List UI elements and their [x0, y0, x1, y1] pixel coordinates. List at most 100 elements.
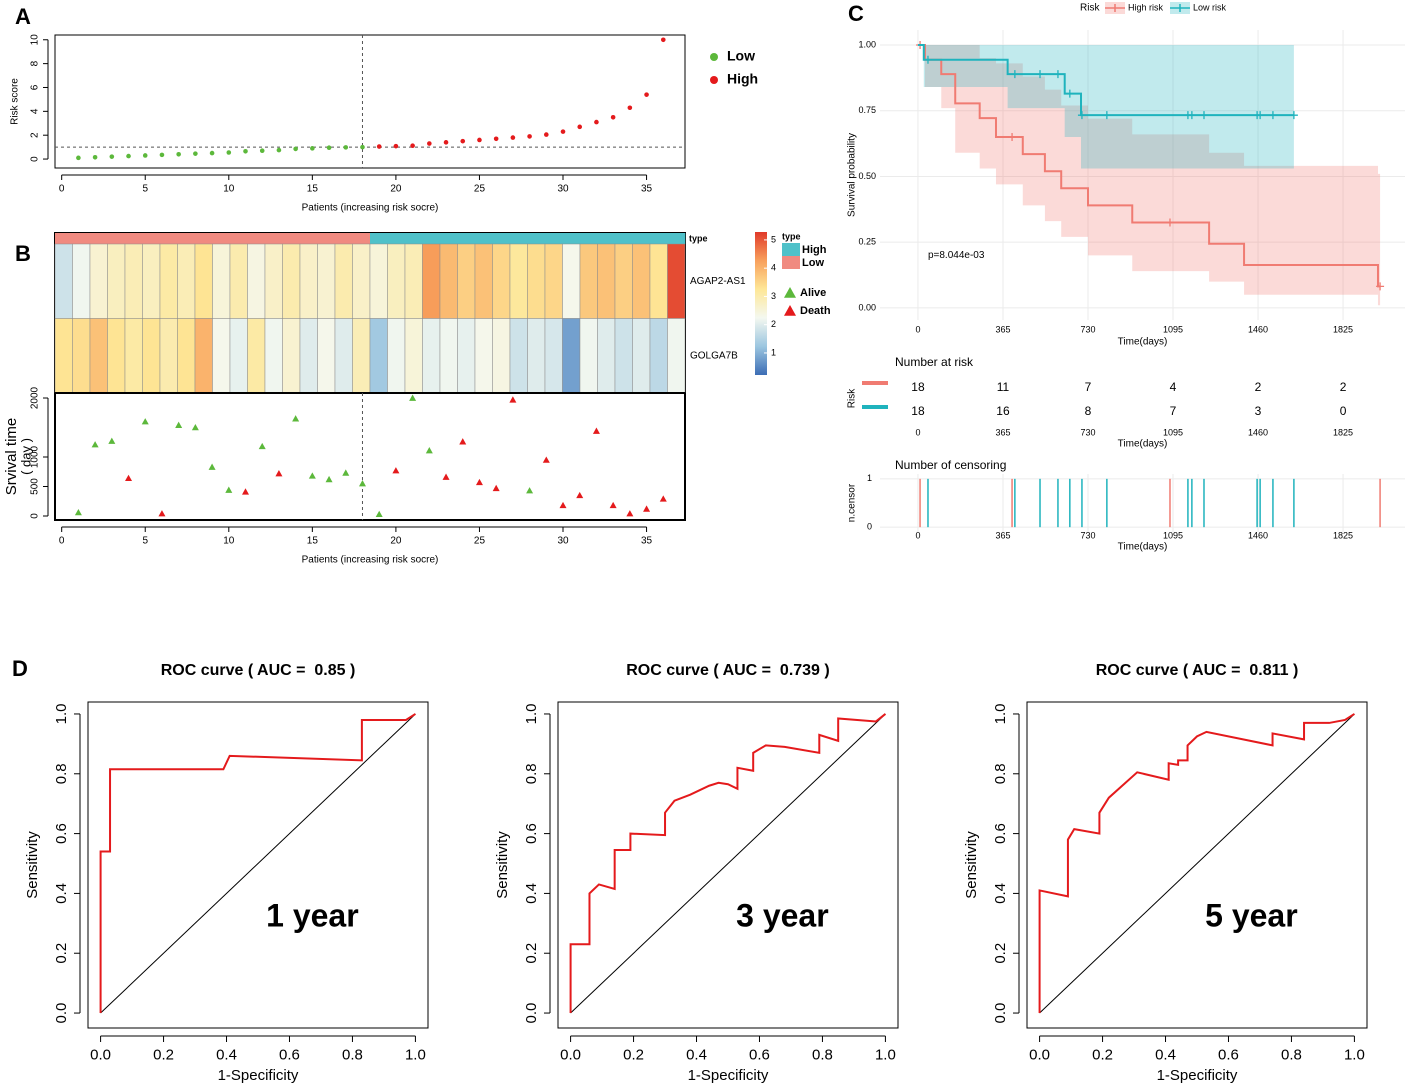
annotation-cell [90, 233, 108, 244]
annotation-cell [492, 233, 511, 244]
point [276, 147, 282, 153]
x-tick-label: 35 [641, 184, 653, 195]
point [427, 141, 432, 146]
table-cell: 8 [1085, 404, 1092, 418]
heatmap-cell [492, 318, 511, 394]
legend-marker [710, 53, 718, 61]
annotation-cell [247, 233, 266, 244]
point [477, 137, 482, 143]
point [226, 150, 232, 155]
x-tick-label: 35 [641, 536, 653, 547]
x-tick-label: 25 [474, 184, 486, 195]
legend-label: Low [727, 48, 755, 64]
x-tick-label: 365 [995, 427, 1010, 437]
heatmap-cell [299, 243, 318, 319]
point [509, 396, 517, 403]
heatmap-cell [544, 318, 563, 394]
table-cell: 2 [1255, 380, 1262, 394]
x-tick-label: 20 [390, 184, 402, 195]
censor-mark [1199, 111, 1208, 120]
x-tick-label: 1460 [1248, 324, 1268, 334]
annotation-cell [580, 233, 598, 244]
point [360, 144, 365, 150]
point [193, 151, 198, 156]
y-tick-label: 0.6 [992, 823, 1009, 844]
chart-title: Number of censoring [895, 458, 1006, 472]
x-tick-label: 730 [1080, 427, 1095, 437]
x-axis-label: 1-Specificity [218, 1067, 299, 1083]
point [175, 421, 183, 428]
y-tick-label: 0.2 [992, 943, 1009, 964]
table-cell: 0 [1340, 404, 1347, 418]
annotation-cell [527, 233, 546, 244]
heatmap-cell [509, 318, 528, 394]
heatmap-cell [474, 318, 493, 394]
x-tick-label: 0.2 [1092, 1046, 1113, 1063]
point [275, 470, 283, 477]
annotation-name: type [689, 233, 708, 243]
annotation-cell [422, 233, 441, 244]
colorbar-tick-label: 4 [771, 263, 776, 273]
x-tick-label: 0.4 [1155, 1046, 1176, 1063]
point [158, 510, 166, 517]
y-tick-label: 10 [30, 34, 41, 46]
y-tick-label: 0.4 [53, 883, 70, 904]
annotation-cell [405, 233, 423, 244]
heatmap-cell [527, 243, 546, 319]
reference-diagonal [1039, 713, 1355, 1014]
heatmap-cell [404, 243, 423, 319]
plot-box [1026, 701, 1368, 1029]
y-tick-label: 1 [867, 473, 872, 483]
row-label: GOLGA7B [690, 350, 738, 361]
heatmap-cell [649, 318, 668, 394]
colorbar-tick-label: 3 [771, 291, 776, 301]
point [258, 442, 266, 450]
point [393, 143, 399, 149]
annotation-cell [107, 233, 126, 244]
censor-mark [1065, 89, 1074, 98]
heatmap-cell [579, 243, 598, 319]
point [343, 145, 349, 150]
censor-mark [1268, 111, 1277, 120]
legend-marker [710, 76, 718, 84]
heatmap-cell [229, 318, 248, 394]
heatmap-cell [124, 318, 143, 394]
reference-diagonal [100, 713, 416, 1014]
censor-mark [1053, 70, 1062, 79]
point [159, 152, 165, 158]
colorbar-tick-label: 1 [771, 347, 776, 357]
x-tick-label: 1.0 [1344, 1046, 1365, 1063]
point [74, 508, 82, 516]
point [259, 148, 265, 154]
heatmap-cell [299, 318, 318, 394]
x-tick-label: 20 [390, 536, 402, 547]
point [358, 480, 366, 487]
heatmap-cell [667, 318, 686, 394]
table-cell: 4 [1170, 380, 1177, 394]
heatmap-cell [317, 243, 336, 319]
annotation-cell [282, 233, 301, 244]
heatmap-cell [177, 318, 196, 394]
x-tick-label: 0.4 [686, 1046, 707, 1063]
point [108, 437, 116, 444]
chart-title: ROC curve ( AUC = 0.85 ) [161, 662, 356, 679]
x-tick-label: 0.0 [1029, 1046, 1050, 1063]
table-cell: 11 [997, 380, 1010, 394]
point [660, 37, 666, 43]
x-tick-label: 0.0 [560, 1046, 581, 1063]
table-cell: 7 [1085, 380, 1092, 394]
chart-title: ROC curve ( AUC = 0.739 ) [626, 662, 829, 679]
point [325, 475, 333, 483]
panel-label: C [848, 1, 864, 26]
heatmap-cell [597, 318, 616, 394]
x-tick-label: 1095 [1163, 530, 1183, 540]
heatmap-cell [597, 243, 616, 319]
y-axis-label: Sensitivity [24, 831, 41, 899]
annotation-cell [615, 233, 633, 244]
heatmap-cell [369, 243, 388, 319]
annotation-cell [352, 233, 371, 244]
y-tick-label: 0.8 [523, 763, 540, 784]
x-tick-label: 365 [995, 530, 1010, 540]
x-tick-label: 0.6 [279, 1046, 300, 1063]
censor-mark [1187, 111, 1196, 120]
